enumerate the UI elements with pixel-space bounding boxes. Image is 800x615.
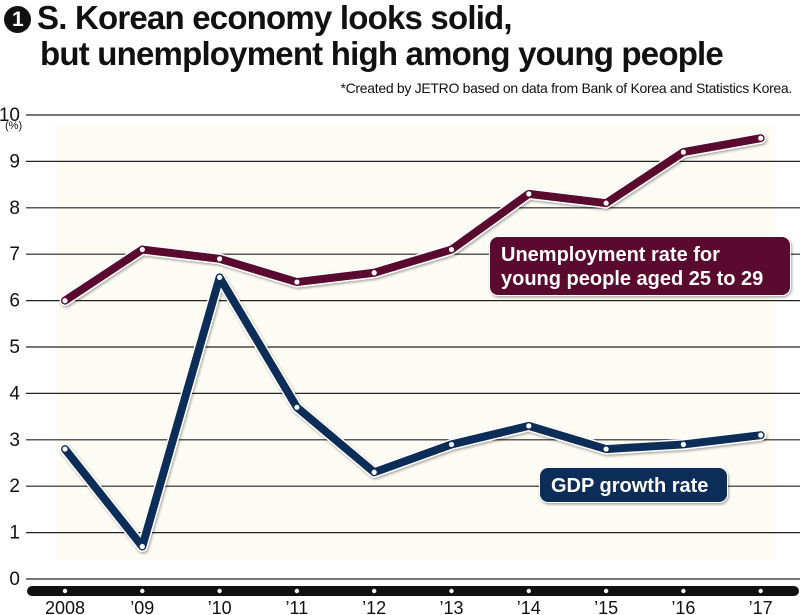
y-tick-label: 8 bbox=[9, 198, 20, 219]
y-tick-label: 4 bbox=[9, 383, 20, 404]
data-point bbox=[371, 469, 377, 475]
y-tick-label: 6 bbox=[9, 291, 20, 312]
x-tick-dot bbox=[294, 588, 300, 594]
series-gdp bbox=[59, 271, 767, 553]
series-line-unemployment bbox=[61, 134, 765, 305]
x-tick-dot bbox=[681, 588, 686, 594]
title-line-1: S. Korean economy looks solid, bbox=[37, 0, 513, 36]
y-tick-label: 7 bbox=[9, 244, 20, 265]
label-text: young people aged 25 to 29 bbox=[501, 268, 763, 290]
data-point bbox=[139, 543, 145, 550]
data-point bbox=[217, 256, 223, 262]
x-tick-dot bbox=[140, 588, 145, 594]
x-tick-label: ’15 bbox=[594, 598, 618, 615]
x-tick-label: ’10 bbox=[208, 598, 232, 615]
data-point bbox=[448, 441, 455, 448]
x-tick-dot bbox=[62, 588, 68, 594]
number-badge: 1 bbox=[4, 6, 31, 33]
data-point bbox=[603, 200, 609, 206]
label-text: GDP growth rate bbox=[551, 475, 708, 497]
x-tick-dot bbox=[526, 588, 531, 594]
x-tick-dot bbox=[217, 588, 222, 594]
y-axis-unit: (%) bbox=[5, 120, 22, 132]
chart-title: 1 S. Korean economy looks solid, but unem… bbox=[4, 0, 724, 72]
x-tick-label: ’16 bbox=[671, 598, 695, 615]
data-point bbox=[758, 432, 764, 438]
x-tick-label: ’14 bbox=[517, 598, 541, 615]
x-tick-label: ’09 bbox=[130, 598, 154, 615]
data-point bbox=[758, 135, 764, 141]
y-tick-label: 3 bbox=[9, 430, 20, 451]
data-point bbox=[526, 423, 532, 429]
x-tick-dot bbox=[603, 588, 609, 594]
series-unemployment bbox=[59, 132, 767, 307]
data-point bbox=[526, 191, 532, 197]
label-box bbox=[490, 237, 790, 295]
data-point bbox=[294, 404, 300, 410]
data-point bbox=[139, 246, 145, 253]
x-tick-label: 2008 bbox=[45, 598, 85, 615]
title-line-2: but unemployment high among young people bbox=[40, 35, 724, 72]
data-point bbox=[680, 149, 687, 155]
y-tick-label: 1 bbox=[9, 523, 20, 544]
label-box bbox=[540, 468, 727, 502]
y-tick-label: 10 bbox=[0, 105, 20, 126]
x-tick-label: ’11 bbox=[286, 598, 309, 615]
data-point bbox=[371, 270, 377, 276]
data-point bbox=[603, 446, 609, 452]
source-note: *Created by JETRO based on data from Ban… bbox=[340, 80, 792, 96]
data-point bbox=[448, 246, 455, 253]
x-tick-label: ’12 bbox=[362, 598, 386, 615]
data-point bbox=[294, 279, 300, 285]
series-label-gdp: GDP growth rate bbox=[539, 467, 728, 503]
y-tick-label: 5 bbox=[9, 337, 20, 358]
y-tick-label: 9 bbox=[9, 151, 20, 172]
x-tick-dot bbox=[372, 588, 377, 594]
y-tick-label: 0 bbox=[9, 569, 20, 590]
label-text: Unemployment rate for bbox=[501, 244, 720, 266]
x-tick-label: ’17 bbox=[749, 598, 773, 615]
data-point bbox=[62, 298, 68, 304]
x-tick-dot bbox=[449, 588, 454, 594]
y-tick-label: 2 bbox=[9, 476, 20, 497]
series-line-gdp bbox=[61, 273, 765, 551]
x-tick-dot bbox=[758, 588, 763, 594]
data-point bbox=[62, 446, 68, 452]
data-point bbox=[680, 441, 687, 448]
x-tick-label: ’13 bbox=[439, 598, 463, 615]
data-point bbox=[217, 274, 223, 280]
x-axis-bar bbox=[27, 586, 799, 596]
